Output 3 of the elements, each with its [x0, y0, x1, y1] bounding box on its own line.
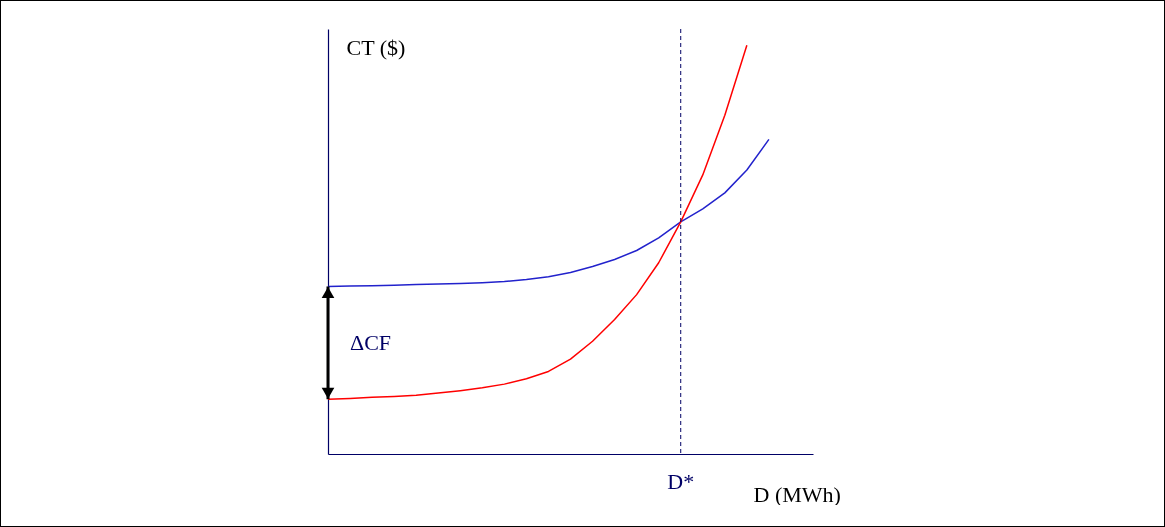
annotation: ΔCF: [350, 329, 392, 355]
y-axis-title: CT ($): [346, 34, 406, 60]
text: D*: [667, 469, 695, 494]
